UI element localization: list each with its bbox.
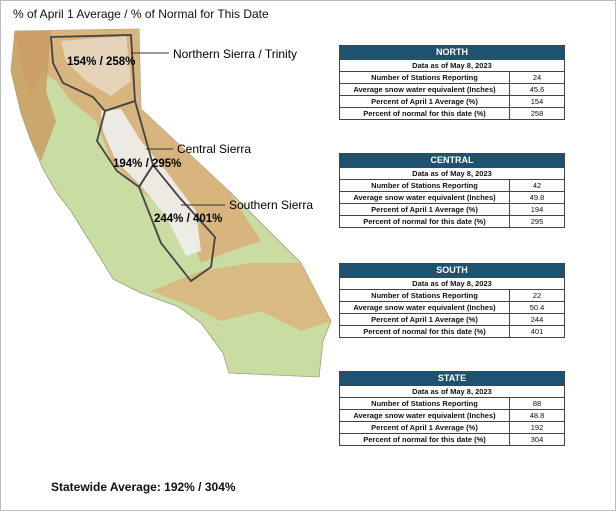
table-row: Average snow water equivalent (Inches) 45…	[340, 84, 564, 96]
row-value: 194	[530, 205, 544, 214]
north-coast-range	[11, 31, 56, 161]
table-title: SOUTH	[340, 264, 564, 278]
data-table: STATE Data as of May 8, 2023 Number of Sta…	[339, 371, 565, 446]
row-value: 295	[530, 217, 544, 226]
table-row: Percent of April 1 Average (%) 154	[340, 96, 564, 108]
south-mountains	[151, 263, 331, 331]
snow-north	[61, 36, 131, 96]
row-value: 192	[530, 423, 544, 432]
table-row: Average snow water equivalent (Inches) 49…	[340, 192, 564, 204]
table-date: Data as of May 8, 2023	[340, 278, 564, 290]
row-value: 50.4	[529, 303, 545, 312]
table-row: Percent of April 1 Average (%) 194	[340, 204, 564, 216]
row-label: Percent of normal for this date (%)	[340, 326, 510, 337]
row-label: Average snow water equivalent (Inches)	[340, 192, 510, 203]
row-label: Number of Stations Reporting	[340, 180, 510, 191]
region-label: 154% / 258%	[67, 56, 135, 68]
table-row: Average snow water equivalent (Inches) 48…	[340, 410, 564, 422]
region-name: Central Sierra	[177, 142, 251, 156]
data-table: SOUTH Data as of May 8, 2023 Number of Sta…	[339, 263, 565, 338]
northern-region	[50, 34, 136, 113]
region-name: Northern Sierra / Trinity	[173, 47, 297, 61]
table-row: Percent of normal for this date (%) 295	[340, 216, 564, 227]
table-row: Number of Stations Reporting 88	[340, 398, 564, 410]
data-table: CENTRAL Data as of May 8, 2023 Number of S…	[339, 153, 565, 228]
row-label: Percent of April 1 Average (%)	[340, 314, 510, 325]
row-value: 154	[530, 97, 544, 106]
table-row: Number of Stations Reporting 42	[340, 180, 564, 192]
row-label: Percent of April 1 Average (%)	[340, 204, 510, 215]
data-table: NORTH Data as of May 8, 2023 Number of Sta…	[339, 45, 565, 120]
table-row: Number of Stations Reporting 24	[340, 72, 564, 84]
statewide-average: Statewide Average: 192% / 304%	[51, 480, 236, 494]
snow	[101, 109, 201, 256]
row-value: 49.8	[529, 193, 545, 202]
title: % of April 1 Average / % of Normal for T…	[13, 7, 269, 21]
table-row: Number of Stations Reporting 22	[340, 290, 564, 302]
row-value: 42	[532, 181, 542, 190]
row-value: 22	[532, 291, 542, 300]
southern-region	[137, 163, 216, 283]
row-value: 88	[532, 399, 542, 408]
row-value: 48.8	[529, 411, 545, 420]
row-value: 45.6	[529, 85, 545, 94]
map: Northern Sierra / Trinity Central Sierra…	[10, 28, 332, 378]
row-label: Number of Stations Reporting	[340, 72, 510, 83]
table-date: Data as of May 8, 2023	[340, 386, 564, 398]
row-label: Percent of April 1 Average (%)	[340, 96, 510, 107]
row-label: Percent of normal for this date (%)	[340, 108, 510, 119]
row-label: Percent of normal for this date (%)	[340, 216, 510, 227]
table-row: Percent of April 1 Average (%) 192	[340, 422, 564, 434]
row-value: 258	[530, 109, 544, 118]
table-date: Data as of May 8, 2023	[340, 168, 564, 180]
row-value: 401	[530, 327, 544, 336]
table-row: Percent of normal for this date (%) 401	[340, 326, 564, 337]
table-row: Percent of April 1 Average (%) 244	[340, 314, 564, 326]
row-label: Number of Stations Reporting	[340, 398, 510, 409]
table-date: Data as of May 8, 2023	[340, 60, 564, 72]
region-label: 194% / 295%	[113, 158, 181, 170]
region-label: 244% / 401%	[154, 213, 222, 225]
row-label: Average snow water equivalent (Inches)	[340, 84, 510, 95]
table-title: CENTRAL	[340, 154, 564, 168]
row-label: Percent of April 1 Average (%)	[340, 422, 510, 433]
region-name: Southern Sierra	[229, 198, 313, 212]
row-label: Average snow water equivalent (Inches)	[340, 410, 510, 421]
row-value: 304	[530, 435, 544, 444]
table-title: STATE	[340, 372, 564, 386]
row-label: Percent of normal for this date (%)	[340, 434, 510, 445]
table-title: NORTH	[340, 46, 564, 60]
row-value: 244	[530, 315, 544, 324]
row-label: Number of Stations Reporting	[340, 290, 510, 301]
table-row: Percent of normal for this date (%) 304	[340, 434, 564, 445]
table-row: Average snow water equivalent (Inches) 50…	[340, 302, 564, 314]
row-label: Average snow water equivalent (Inches)	[340, 302, 510, 313]
table-row: Percent of normal for this date (%) 258	[340, 108, 564, 119]
row-value: 24	[532, 73, 542, 82]
